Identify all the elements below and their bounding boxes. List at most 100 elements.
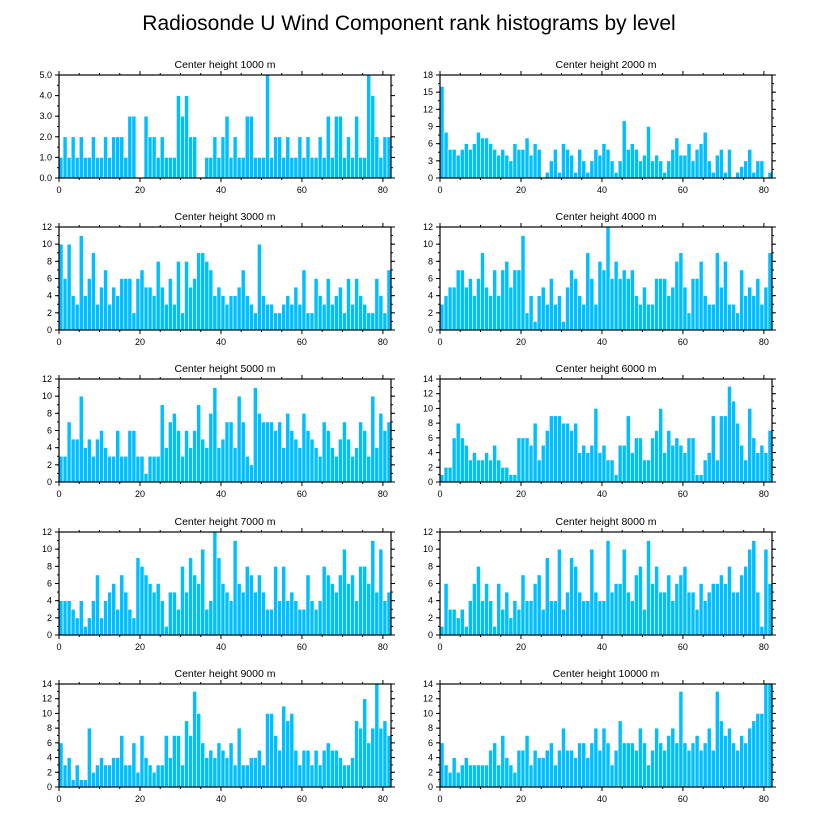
x-tick-label: 80 (378, 185, 388, 195)
histogram-bar (232, 295, 238, 331)
x-tick-label: 40 (216, 642, 226, 652)
histogram-bar (520, 235, 526, 331)
histogram-bar (374, 136, 380, 179)
y-tick-label: 8 (47, 723, 52, 733)
histogram-bar (329, 447, 335, 483)
x-tick-label: 80 (378, 489, 388, 499)
histogram-bar (597, 154, 603, 179)
histogram-bar (329, 749, 335, 788)
x-tick-label: 60 (678, 489, 688, 499)
histogram-bar (139, 455, 145, 483)
histogram-bar (670, 286, 676, 331)
histogram-bar (476, 764, 481, 788)
histogram-bar (74, 438, 80, 483)
x-tick-label: 60 (678, 185, 688, 195)
histogram-bar (62, 455, 68, 483)
histogram-bar (281, 447, 287, 483)
histogram-bar (702, 742, 708, 788)
histogram-bar (674, 583, 680, 636)
histogram-bar (91, 455, 96, 483)
histogram-bar (78, 779, 84, 788)
histogram-bar (642, 286, 647, 331)
histogram-bar (755, 713, 761, 788)
histogram-bar (293, 749, 299, 788)
histogram-bar (301, 413, 307, 483)
histogram-bar (82, 626, 88, 636)
histogram-bar (755, 278, 761, 331)
histogram-bar (650, 303, 655, 331)
histogram-bar (354, 115, 359, 179)
histogram-bar (378, 548, 384, 636)
histogram-bar (265, 713, 270, 788)
histogram-bar (74, 617, 80, 636)
y-tick-label: 0 (428, 630, 433, 640)
histogram-bar (747, 727, 753, 788)
histogram-bar (107, 303, 112, 331)
histogram-bar (119, 735, 125, 788)
histogram-bar (168, 278, 173, 331)
histogram-bar (650, 749, 655, 788)
histogram-bar (285, 413, 291, 483)
panel-title: Center height 9000 m (175, 668, 276, 680)
histogram-bar (439, 626, 445, 636)
histogram-bar (188, 447, 193, 483)
histogram-bar (325, 430, 331, 483)
histogram-bar (139, 566, 145, 636)
histogram-bar (508, 286, 514, 331)
histogram-bar (451, 286, 457, 331)
y-tick-label: 2 (47, 460, 52, 470)
histogram-bar (131, 430, 137, 483)
histogram-bar (577, 591, 583, 636)
histogram-bar (763, 683, 769, 788)
histogram-bar (658, 160, 663, 179)
histogram-bar (585, 757, 591, 788)
histogram-bar (544, 303, 550, 331)
histogram-bar (248, 757, 254, 788)
histogram-bar (524, 600, 530, 636)
histogram-bar (629, 742, 635, 788)
histogram-bar (719, 286, 724, 331)
histogram-bar (690, 437, 696, 483)
histogram-bar (500, 735, 506, 788)
histogram-bar (516, 749, 522, 788)
histogram-bar (232, 764, 238, 788)
histogram-bar (573, 278, 578, 331)
histogram-bar (719, 720, 724, 788)
histogram-bar (216, 286, 222, 331)
y-tick-label: 4 (428, 596, 433, 606)
histogram-bar (569, 154, 574, 179)
histogram-bar (208, 269, 214, 331)
histogram-bar (532, 143, 538, 179)
histogram-bar (346, 278, 351, 331)
histogram-bar (91, 252, 96, 331)
histogram-bar (747, 408, 753, 483)
histogram-bar (751, 540, 757, 636)
histogram-bar (549, 600, 554, 636)
histogram-bar (512, 269, 518, 331)
histogram-bar (74, 303, 80, 331)
histogram-bar (228, 295, 234, 331)
histogram-bar (123, 591, 129, 636)
histogram-bar (723, 261, 728, 331)
y-tick-label: 12 (42, 694, 52, 704)
histogram-bar (508, 764, 514, 788)
y-tick-label: 0 (428, 173, 433, 183)
histogram-bar (321, 421, 327, 483)
histogram-bar (666, 295, 672, 331)
histogram-bar (143, 757, 149, 788)
histogram-bar (747, 548, 753, 636)
histogram-bar (553, 764, 558, 788)
histogram-bar (670, 600, 676, 636)
histogram-bar (747, 149, 753, 179)
histogram-bar (378, 727, 384, 788)
histogram-bar (706, 727, 712, 788)
histogram-bar (472, 295, 477, 331)
histogram-bar (536, 574, 542, 636)
histogram-bar (476, 278, 481, 331)
histogram-bar (131, 312, 137, 331)
histogram-bar (261, 764, 266, 788)
histogram-bar (378, 295, 384, 331)
histogram-bar (544, 749, 550, 788)
histogram-bar (476, 131, 481, 179)
histogram-bar (694, 149, 700, 179)
